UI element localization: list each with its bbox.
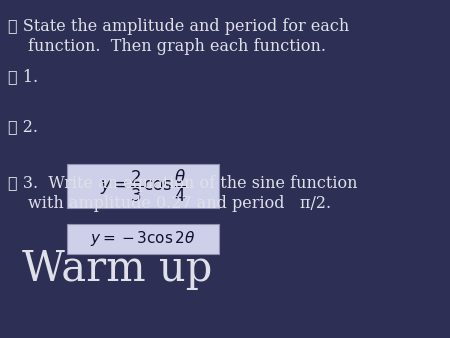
Text: Warm up: Warm up [22,248,212,290]
Text: ❧ 1.: ❧ 1. [8,68,38,85]
Text: ❧ State the amplitude and period for each: ❧ State the amplitude and period for eac… [8,18,349,35]
Text: ❧ 3.  Write an equation of the sine function: ❧ 3. Write an equation of the sine funct… [8,175,357,192]
Text: function.  Then graph each function.: function. Then graph each function. [28,38,326,55]
Text: ❧ 2.: ❧ 2. [8,118,38,135]
FancyBboxPatch shape [67,224,219,254]
FancyBboxPatch shape [67,164,219,208]
Text: with amplitude 0.27 and period   π/2.: with amplitude 0.27 and period π/2. [28,195,331,212]
Text: $y = -3\cos 2\theta$: $y = -3\cos 2\theta$ [90,230,196,248]
Text: $y = \dfrac{2}{3}\cos\dfrac{\theta}{4}$: $y = \dfrac{2}{3}\cos\dfrac{\theta}{4}$ [100,168,186,204]
